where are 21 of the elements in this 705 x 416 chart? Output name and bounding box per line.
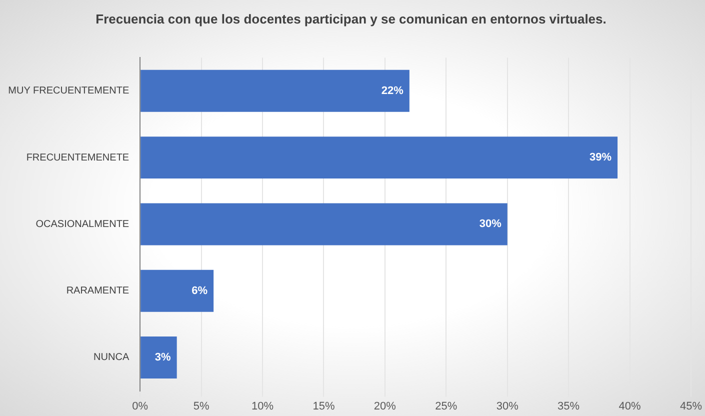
x-tick-label: 45%: [680, 400, 702, 412]
x-tick-label: 40%: [618, 400, 642, 412]
y-tick-label: OCASIONALMENTE: [36, 218, 130, 230]
x-tick-label: 15%: [312, 400, 335, 412]
data-label: 22%: [381, 84, 404, 97]
x-tick-label: 20%: [374, 400, 396, 412]
x-tick-label: 35%: [558, 400, 580, 412]
x-tick-label: 25%: [435, 400, 458, 412]
y-tick-label: FRECUENTEMENETE: [26, 152, 130, 164]
y-tick-label: RARAMENTE: [66, 286, 130, 297]
data-label: 30%: [479, 218, 502, 230]
x-tick-label: 30%: [496, 400, 519, 412]
y-tick-label: NUNCA: [94, 352, 130, 364]
data-label: 3%: [154, 352, 172, 364]
data-label: 6%: [192, 284, 208, 297]
x-tick-label: 5%: [193, 400, 210, 412]
data-label: 39%: [590, 152, 612, 164]
y-tick-label: MUY FRECUENTEMENTE: [8, 86, 130, 97]
chart-title: Frecuencia con que los docentes participan y se comunican en entornos virtuales.: [96, 11, 606, 26]
x-tick-label: 0%: [132, 400, 148, 412]
x-tick-label: 10%: [252, 400, 274, 412]
